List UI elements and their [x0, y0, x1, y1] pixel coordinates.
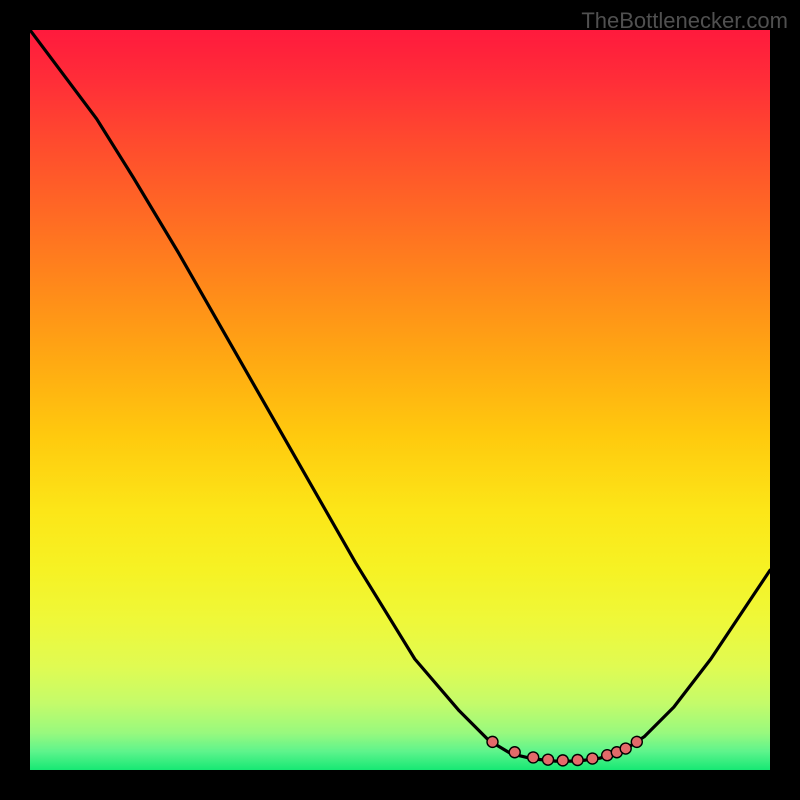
marker-dot	[528, 752, 539, 763]
gradient-chart-svg	[30, 30, 770, 770]
marker-dot	[587, 753, 598, 764]
marker-dot	[509, 747, 520, 758]
plot-area	[30, 30, 770, 770]
marker-dot	[631, 736, 642, 747]
marker-dot	[572, 755, 583, 766]
marker-dot	[557, 755, 568, 766]
chart-outer-frame: TheBottlenecker.com	[0, 0, 800, 800]
marker-dot	[620, 743, 631, 754]
watermark-text: TheBottlenecker.com	[581, 8, 788, 34]
gradient-background	[30, 30, 770, 770]
marker-dot	[487, 736, 498, 747]
marker-dot	[543, 754, 554, 765]
